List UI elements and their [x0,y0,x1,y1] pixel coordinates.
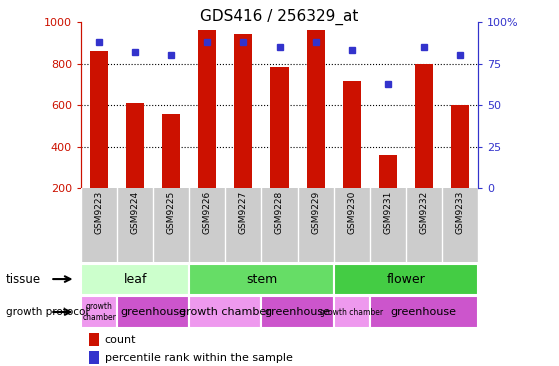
Bar [262,296,334,328]
Text: growth chamber: growth chamber [320,307,383,317]
Text: GSM9232: GSM9232 [419,191,428,234]
Text: growth
chamber: growth chamber [82,302,116,322]
Bar [343,81,361,188]
Bar [89,351,99,364]
Bar [379,155,397,188]
Text: GSM9226: GSM9226 [203,191,212,234]
Text: count: count [105,335,136,345]
Bar [271,67,288,188]
Text: GSM9228: GSM9228 [275,191,284,234]
Bar [190,296,262,328]
Text: stem: stem [246,273,277,285]
Text: flower: flower [386,273,425,285]
Bar [89,333,99,346]
Text: GSM9225: GSM9225 [167,191,176,234]
Text: GSM9230: GSM9230 [347,191,356,234]
Text: percentile rank within the sample: percentile rank within the sample [105,353,293,363]
Bar [334,296,369,328]
Text: growth protocol: growth protocol [6,307,88,317]
Text: growth chamber: growth chamber [179,307,271,317]
Text: greenhouse: greenhouse [264,307,330,317]
Bar [306,30,325,188]
Bar [451,105,469,188]
Text: tissue: tissue [6,273,41,285]
Text: GSM9229: GSM9229 [311,191,320,234]
Text: GSM9223: GSM9223 [94,191,103,234]
Text: GSM9231: GSM9231 [383,191,392,234]
Bar [415,64,433,188]
Bar [190,264,334,295]
Bar [90,51,108,188]
Text: greenhouse: greenhouse [391,307,457,317]
Text: GSM9227: GSM9227 [239,191,248,234]
Bar [334,264,478,295]
Bar [126,103,144,188]
Bar [198,30,216,188]
Text: greenhouse: greenhouse [120,307,186,317]
Text: leaf: leaf [124,273,147,285]
Bar [81,296,117,328]
Bar [81,264,190,295]
Text: GDS416 / 256329_at: GDS416 / 256329_at [200,9,359,25]
Bar [369,296,478,328]
Bar [234,34,253,188]
Text: GSM9224: GSM9224 [131,191,140,234]
Text: GSM9233: GSM9233 [456,191,465,234]
Bar [117,296,190,328]
Bar [162,113,180,188]
